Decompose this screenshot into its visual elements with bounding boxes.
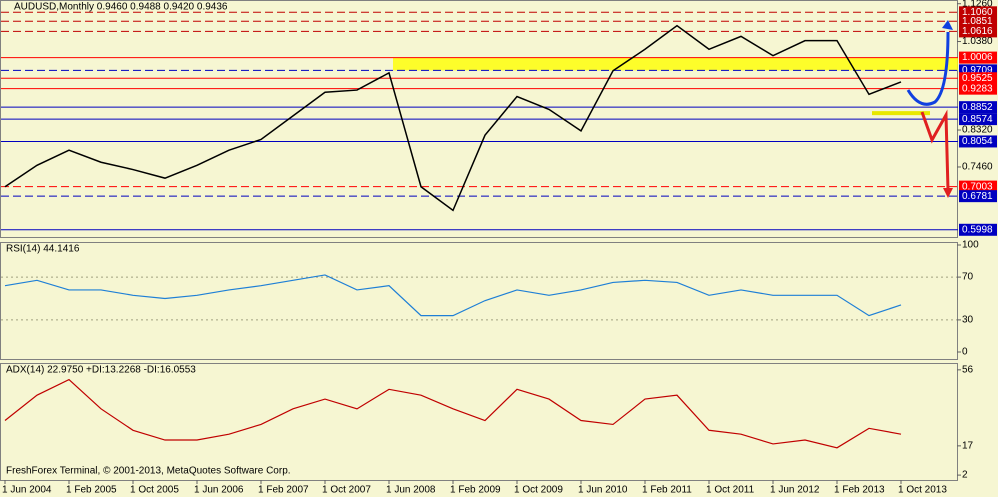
y-tick-label: 1.0380: [962, 36, 993, 47]
x-tick-label: 1 Jun 2004: [2, 485, 52, 496]
x-tick-label: 1 Oct 2007: [322, 485, 371, 496]
y-tick-label: 56: [962, 364, 974, 375]
series-line: [4, 274, 902, 317]
y-tick-label: 0: [962, 347, 968, 358]
adx-panel: [0, 363, 958, 481]
level-label-box: [959, 25, 997, 38]
x-tick-label: 1 Jun 2012: [770, 485, 820, 496]
level-label: 0.9709: [962, 65, 993, 76]
adx-title: ADX(14) 22.9750 +DI:13.2268 -DI:16.0553: [6, 365, 196, 376]
level-label: 0.7003: [962, 181, 993, 192]
level-label: 0.6781: [962, 191, 993, 202]
level-label: 0.9283: [962, 83, 993, 94]
level-label: 0.8852: [962, 102, 993, 113]
series-line: [4, 378, 902, 449]
level-label: 1.0006: [962, 52, 993, 63]
level-label-box: [959, 51, 997, 64]
level-label: 0.8054: [962, 136, 993, 147]
level-label: 0.5998: [962, 224, 993, 235]
level-label-box: [959, 101, 997, 114]
y-tick-label: 0.8320: [962, 125, 993, 136]
y-tick-label: 100: [962, 240, 979, 251]
level-label-box: [959, 223, 997, 236]
x-tick-label: 1 Feb 2011: [642, 485, 692, 496]
x-tick-label: 1 Jun 2010: [578, 485, 628, 496]
rsi-title: RSI(14) 44.1416: [6, 244, 80, 255]
y-tick-label: 2: [962, 470, 968, 481]
y-tick-label: 70: [962, 272, 974, 283]
forecast-arrow-down: [920, 109, 950, 191]
footer: FreshForex Terminal, © 2001-2013, MetaQu…: [6, 466, 291, 477]
y-tick-label: 17: [962, 441, 974, 452]
level-label: 0.8574: [962, 114, 993, 125]
resistance-zone: [393, 57, 958, 71]
arrow-head: [942, 20, 953, 30]
level-label-box: [959, 180, 997, 193]
x-tick-label: 1 Jun 2008: [386, 485, 436, 496]
y-tick-label: 30: [962, 315, 974, 326]
level-label-box: [959, 72, 997, 85]
level-label-box: [959, 113, 997, 126]
x-tick-label: 1 Jun 2006: [194, 485, 244, 496]
level-label: 0.9525: [962, 73, 993, 84]
y-tick-label: 0.7460: [962, 162, 993, 173]
x-tick-label: 1 Feb 2007: [258, 485, 309, 496]
arrow-head: [943, 188, 953, 198]
level-label: 1.0616: [962, 26, 993, 37]
level-label-box: [959, 15, 997, 28]
level-label-box: [959, 190, 997, 203]
level-label: 1.1060: [962, 7, 993, 18]
y-tick-label: 1.1260: [962, 0, 993, 9]
level-label: 1.0851: [962, 16, 993, 27]
x-tick-label: 1 Feb 2005: [66, 485, 117, 496]
x-tick-label: 1 Oct 2005: [130, 485, 179, 496]
forecast-arrow-up: [906, 31, 950, 106]
level-label-box: [959, 135, 997, 148]
level-label-box: [959, 82, 997, 95]
rsi-panel: [0, 242, 958, 360]
x-tick-label: 1 Oct 2011: [706, 485, 755, 496]
chart-title: AUDUSD,Monthly 0.9460 0.9488 0.9420 0.94…: [14, 2, 228, 13]
x-tick-label: 1 Feb 2013: [834, 485, 885, 496]
x-tick-label: 1 Feb 2009: [450, 485, 501, 496]
x-tick-label: 1 Oct 2013: [898, 485, 947, 496]
x-tick-label: 1 Oct 2009: [514, 485, 563, 496]
series-line: [4, 24, 902, 212]
